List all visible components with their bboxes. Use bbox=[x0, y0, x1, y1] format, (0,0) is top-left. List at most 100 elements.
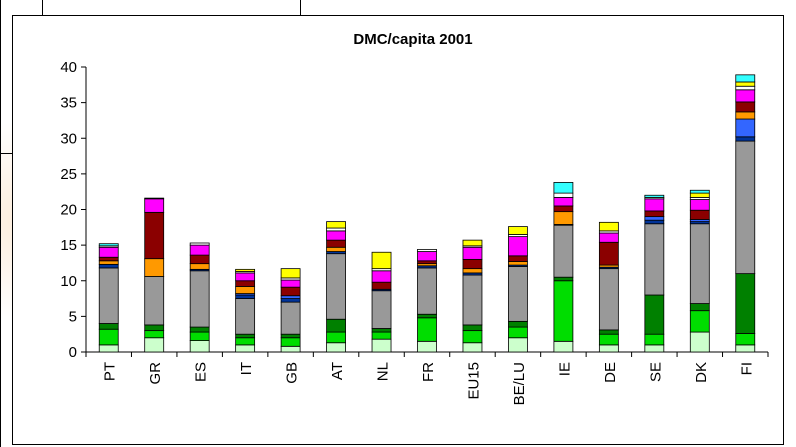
bar-segment bbox=[689, 331, 710, 353]
bar-segment bbox=[189, 340, 210, 353]
bar-segment bbox=[644, 198, 665, 212]
bar-segment bbox=[508, 266, 528, 322]
y-tick-label: 35 bbox=[60, 95, 77, 112]
bar-segment bbox=[326, 253, 346, 320]
bar-segment bbox=[644, 194, 665, 198]
bar-segment bbox=[644, 223, 665, 296]
bar-segment bbox=[280, 345, 301, 353]
bar-segment bbox=[235, 272, 256, 282]
bar-segment bbox=[235, 280, 256, 287]
bar-segment bbox=[598, 241, 619, 266]
plot-area: 0 5 10 15 20 25 30 35 40 PT GR ES IT GB AT NL FR EU15 BE/L… bbox=[60, 59, 769, 405]
bar-segment bbox=[189, 244, 210, 256]
y-tick-label: 15 bbox=[60, 237, 77, 254]
bar-segment bbox=[326, 331, 346, 344]
bar-segment bbox=[644, 216, 665, 221]
y-tick-label: 30 bbox=[60, 130, 77, 147]
x-tick-label: FR bbox=[420, 362, 437, 382]
y-tick-label: 40 bbox=[60, 59, 77, 76]
bar-segment bbox=[644, 333, 665, 346]
bar-segment bbox=[189, 254, 210, 265]
x-tick-label: GR bbox=[147, 362, 164, 385]
bar-segment bbox=[98, 344, 119, 353]
bar-segment bbox=[417, 340, 437, 353]
bar-segment bbox=[553, 224, 574, 278]
bar-segment bbox=[508, 255, 528, 262]
bar-segment bbox=[598, 329, 619, 335]
x-tick-label: GB bbox=[284, 362, 301, 384]
y-tick-label: 25 bbox=[60, 166, 77, 183]
bar-segment bbox=[553, 211, 574, 225]
left-border-line bbox=[0, 0, 1, 447]
x-tick-label: IE bbox=[556, 362, 573, 376]
bar-segment bbox=[553, 276, 574, 282]
bar-segment bbox=[508, 236, 528, 257]
bar-segment bbox=[417, 251, 437, 262]
bar-segment bbox=[508, 326, 528, 339]
bar-segment bbox=[417, 313, 437, 319]
bar-segment bbox=[735, 136, 756, 142]
bar-segment bbox=[735, 118, 756, 138]
bar-segment bbox=[644, 210, 665, 218]
bar-segment bbox=[98, 246, 119, 258]
bar-segment bbox=[689, 303, 710, 312]
bar-segment bbox=[417, 248, 437, 252]
bar-segment bbox=[644, 219, 665, 225]
x-tick-label: SE bbox=[647, 362, 664, 382]
bar-segment bbox=[462, 274, 483, 326]
bar-segment bbox=[553, 205, 574, 213]
bar-segment bbox=[371, 328, 392, 333]
bar-segment bbox=[144, 258, 165, 277]
bar-segment bbox=[735, 74, 756, 83]
bar-segment bbox=[280, 268, 301, 279]
bar-segment bbox=[326, 246, 346, 252]
bar-segment bbox=[508, 226, 528, 235]
chart-title: DMC/capita 2001 bbox=[353, 31, 472, 48]
bar-segment bbox=[553, 280, 574, 342]
bar-segment bbox=[144, 324, 165, 332]
bar-segment bbox=[462, 324, 483, 332]
x-tick-label: PT bbox=[102, 362, 119, 381]
bar-segment bbox=[735, 273, 756, 334]
bar-segment bbox=[553, 192, 574, 198]
bar-segment bbox=[280, 333, 301, 339]
bar-segment bbox=[735, 140, 756, 275]
x-tick-label: AT bbox=[329, 362, 346, 380]
bar-segment bbox=[689, 310, 710, 333]
x-tick-label: DE bbox=[602, 362, 619, 383]
bar-segment bbox=[235, 344, 256, 353]
bar-segment bbox=[417, 260, 437, 265]
bar-segment bbox=[280, 286, 301, 297]
bar-segment bbox=[326, 221, 346, 229]
bar-segment bbox=[326, 227, 346, 232]
bar-segment bbox=[371, 270, 392, 283]
bar-segment bbox=[98, 260, 119, 265]
bar-segment bbox=[462, 330, 483, 344]
bar-segment bbox=[98, 263, 119, 269]
x-tick-label: IT bbox=[238, 362, 255, 375]
bar-segment bbox=[98, 267, 119, 324]
bar-segment bbox=[98, 323, 119, 330]
bar-segment bbox=[235, 268, 256, 272]
bar-segment bbox=[735, 85, 756, 91]
bar-segment bbox=[371, 331, 392, 340]
bar-segment bbox=[144, 276, 165, 326]
bar-segment bbox=[371, 290, 392, 329]
bar-segment bbox=[508, 337, 528, 353]
x-tick-label: DK bbox=[693, 362, 710, 383]
bar-segment bbox=[189, 331, 210, 341]
y-tick-label: 20 bbox=[60, 202, 77, 219]
bar-segment bbox=[462, 258, 483, 270]
bar-segment bbox=[144, 330, 165, 339]
bar-segment bbox=[371, 281, 392, 290]
bar-segment bbox=[280, 298, 301, 303]
bar-segment bbox=[189, 263, 210, 270]
bar-segment bbox=[189, 326, 210, 333]
bar-segment bbox=[98, 256, 119, 262]
bar-segment bbox=[553, 196, 574, 207]
bar-segment bbox=[462, 246, 483, 260]
y-tick-label: 5 bbox=[69, 308, 77, 325]
bar-segment bbox=[189, 270, 210, 328]
x-tick-label: NL bbox=[375, 362, 392, 381]
bar-segment bbox=[280, 301, 301, 335]
